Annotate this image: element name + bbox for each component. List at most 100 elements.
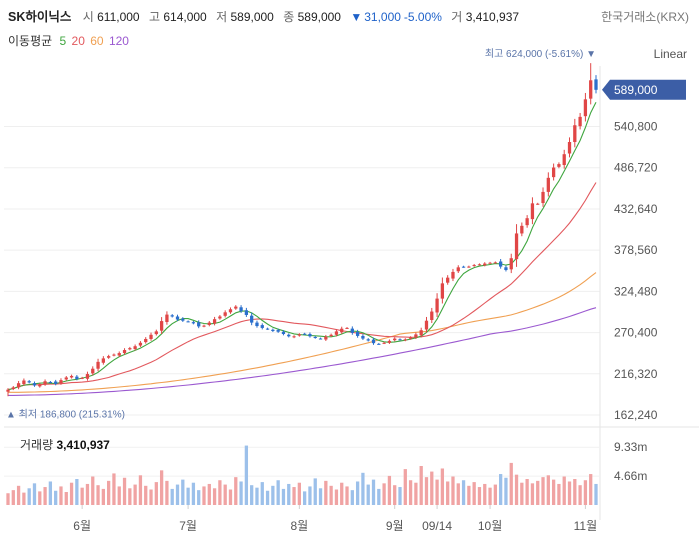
candle-body [509, 258, 513, 270]
volume-bar [350, 490, 354, 505]
volume-bar [430, 471, 434, 505]
candle-body [329, 334, 333, 337]
open-label: 시 [82, 10, 94, 24]
candle-body [144, 338, 148, 343]
volume-bar [366, 484, 370, 505]
stock-name[interactable]: SK하이닉스 [8, 10, 72, 24]
volume-bar [361, 472, 365, 505]
volume-bar [22, 492, 26, 505]
candle-body [546, 177, 550, 192]
volume-bar [64, 492, 68, 505]
exchange-label: 한국거래소(KRX) [601, 10, 689, 24]
volume-bar [149, 489, 153, 505]
candle-body [514, 233, 519, 260]
candle-body [387, 340, 392, 343]
candle-body [202, 325, 206, 327]
volume-bar [440, 468, 445, 505]
volume-bar [181, 479, 185, 505]
volume-bar [287, 483, 291, 505]
moving-average-legend[interactable]: 이동평균 5 20 60 120 [8, 32, 131, 49]
volume-bar [393, 485, 397, 505]
volume-bar [96, 485, 100, 505]
candle-body [239, 307, 243, 312]
candle-body [32, 383, 37, 386]
candle-body [133, 346, 137, 350]
volume-bar [414, 482, 418, 505]
x-tick-label: 8월 [290, 519, 308, 533]
volume-bar [313, 478, 317, 505]
high-value: 614,000 [163, 10, 207, 24]
candle-body [589, 80, 593, 99]
volume-bar [138, 475, 143, 505]
candle-body [461, 266, 466, 268]
ma-60-label[interactable]: 60 [90, 34, 104, 48]
volume-bar [297, 482, 301, 505]
scale-mode-toggle[interactable]: Linear [653, 47, 687, 61]
volume-bar [562, 476, 566, 505]
volume-bar [207, 483, 211, 505]
volume-bar [520, 482, 524, 505]
x-tick-label: 11월 [574, 519, 598, 533]
candle-body [122, 350, 127, 354]
volume-bar [59, 486, 63, 505]
candle-body [59, 380, 63, 384]
volume-bar [371, 479, 376, 505]
volume-bar [355, 481, 360, 505]
candle-body [551, 167, 556, 178]
candle-body [175, 316, 180, 320]
volume-bar [144, 485, 148, 505]
volume-bar [69, 482, 74, 505]
volume-bar [536, 480, 540, 505]
volume-bar [223, 484, 227, 505]
x-tick-label: 6월 [73, 519, 91, 533]
candle-body [112, 354, 116, 356]
x-tick-label: 9월 [386, 519, 404, 533]
volume-bar [244, 445, 249, 505]
last-price-tag [602, 79, 686, 100]
x-tick-label: 09/14 [422, 519, 452, 533]
volume-label: 거 [451, 10, 463, 24]
ma-120-line [8, 307, 597, 396]
candle-body [43, 381, 47, 385]
volume-bar [117, 486, 121, 505]
ma-5-label[interactable]: 5 [59, 34, 67, 48]
candle-body [303, 333, 307, 335]
volume-bar [80, 487, 84, 505]
volume-bar [551, 479, 556, 505]
volume-bar [228, 489, 233, 505]
volume-bar [557, 483, 561, 505]
ma-5-line [7, 102, 597, 391]
volume-bar [154, 482, 158, 505]
price-header: SK하이닉스 시 611,000 고 614,000 저 589,000 종 5… [8, 6, 525, 25]
volume-bar [377, 488, 381, 505]
candle-body [472, 265, 476, 267]
ma-60-line [8, 272, 597, 393]
x-tick-label: 10월 [478, 519, 502, 533]
ma-120-label[interactable]: 120 [108, 34, 129, 48]
candle-body [594, 79, 598, 90]
volume-bar [467, 485, 471, 505]
candle-body [212, 319, 217, 324]
candle-body [313, 337, 317, 339]
candle-body [101, 358, 105, 363]
candle-body [483, 263, 487, 266]
candle-body [54, 381, 58, 384]
volume-bar [85, 483, 90, 505]
candle-body [287, 334, 291, 337]
y-tick-label: 324,480 [614, 284, 658, 298]
volume-bar [101, 488, 105, 505]
volume-bar [578, 485, 582, 505]
volume-bar [329, 485, 333, 505]
open-value: 611,000 [97, 10, 140, 24]
candle-body [424, 320, 429, 330]
ma-20-label[interactable]: 20 [71, 34, 85, 48]
volume-bar [567, 481, 572, 505]
volume-bar [472, 482, 476, 505]
volume-bar [91, 476, 95, 505]
candle-body [260, 325, 264, 328]
candle-body [520, 225, 524, 234]
y-tick-label: 270,400 [614, 326, 658, 340]
candle-body [228, 309, 233, 313]
candle-body [85, 374, 90, 379]
